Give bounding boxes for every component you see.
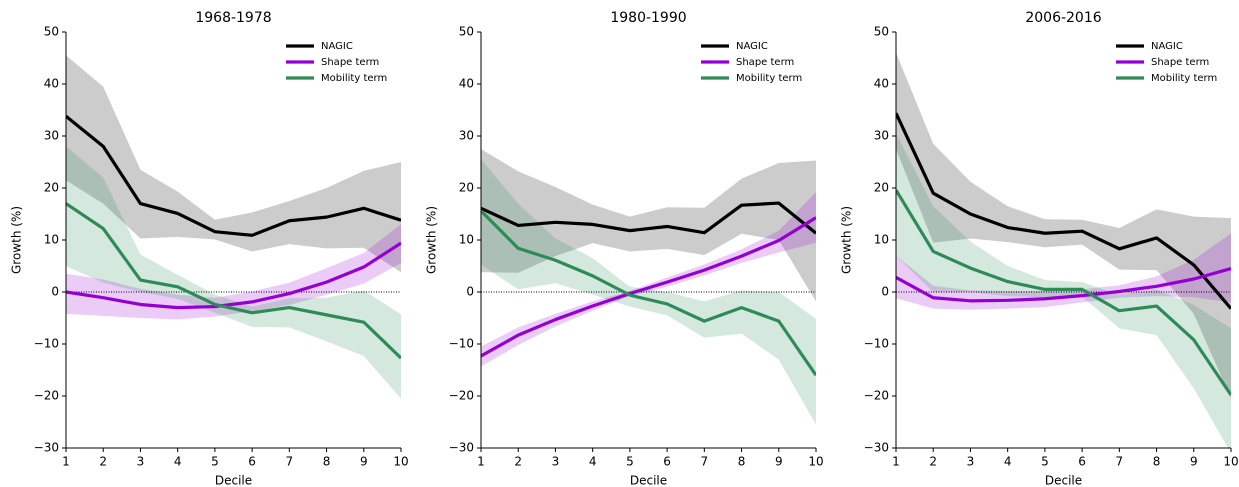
y-axis-label: Growth (%) <box>840 206 854 274</box>
x-tick-label: 6 <box>1078 455 1086 469</box>
x-tick-label: 2 <box>99 455 107 469</box>
confidence-band <box>66 224 401 320</box>
chart-title: 1980-1990 <box>610 10 686 26</box>
y-tick-label: 40 <box>874 77 889 91</box>
y-tick-label: −30 <box>34 441 59 455</box>
x-tick-label: 1 <box>892 455 900 469</box>
panel: 2006-2016 Decile Growth (%) −30 −20 −10 0 10 20 3… <box>840 10 1239 487</box>
panel: 1968-1978 Decile Growth (%) −30 −20 −10 0 10 20 3… <box>10 10 409 487</box>
y-tick-label: 30 <box>44 129 59 143</box>
x-axis-label: Decile <box>630 474 667 487</box>
y-tick-label: −20 <box>449 389 474 403</box>
y-tick-label: −10 <box>449 337 474 351</box>
x-tick-label: 10 <box>393 455 408 469</box>
x-tick-label: 4 <box>1004 455 1012 469</box>
x-tick-label: 6 <box>663 455 671 469</box>
x-tick-label: 8 <box>323 455 331 469</box>
confidence-band <box>896 233 1231 310</box>
legend-label: Mobility term <box>1151 73 1217 84</box>
x-tick-label: 10 <box>1223 455 1238 469</box>
chart-title: 2006-2016 <box>1025 10 1101 26</box>
y-tick-label: 0 <box>881 285 889 299</box>
line-series <box>66 114 401 237</box>
y-tick-label: 20 <box>459 181 474 195</box>
x-tick-label: 4 <box>174 455 182 469</box>
x-tick-label: 8 <box>1153 455 1161 469</box>
x-tick-label: 7 <box>286 455 294 469</box>
y-tick-label: 50 <box>459 25 474 39</box>
plot-area <box>66 55 401 399</box>
plot-area <box>481 149 816 425</box>
x-tick-label: 5 <box>626 455 634 469</box>
panel: 1980-1990 Decile Growth (%) −30 −20 −10 0 10 20 3… <box>425 10 824 487</box>
line-series <box>896 267 1231 303</box>
x-tick-label: 9 <box>775 455 783 469</box>
legend-label: NAGIC <box>1151 41 1183 52</box>
x-tick-label: 6 <box>248 455 256 469</box>
y-tick-label: −30 <box>449 441 474 455</box>
y-tick-label: 50 <box>44 25 59 39</box>
y-axis-label: Growth (%) <box>10 206 24 274</box>
y-tick-label: 0 <box>466 285 474 299</box>
line-series <box>481 201 816 235</box>
legend-label: NAGIC <box>321 41 353 52</box>
x-tick-label: 3 <box>552 455 560 469</box>
legend-label: Shape term <box>321 57 379 68</box>
y-tick-label: −20 <box>34 389 59 403</box>
legend-label: Mobility term <box>736 73 802 84</box>
y-tick-label: 0 <box>51 285 59 299</box>
legend-label: Mobility term <box>321 73 387 84</box>
x-tick-label: 5 <box>211 455 219 469</box>
legend-label: Shape term <box>1151 57 1209 68</box>
line-series <box>66 241 401 310</box>
y-tick-label: 20 <box>874 181 889 195</box>
x-tick-label: 2 <box>929 455 937 469</box>
y-tick-label: 10 <box>44 233 59 247</box>
x-tick-label: 7 <box>1116 455 1124 469</box>
legend-label: NAGIC <box>736 41 768 52</box>
x-tick-label: 2 <box>514 455 522 469</box>
y-tick-label: −10 <box>34 337 59 351</box>
x-tick-label: 3 <box>137 455 145 469</box>
x-tick-label: 4 <box>589 455 597 469</box>
x-tick-label: 3 <box>967 455 975 469</box>
y-tick-label: 30 <box>874 129 889 143</box>
x-tick-label: 9 <box>360 455 368 469</box>
y-tick-label: −10 <box>864 337 889 351</box>
x-axis-label: Decile <box>1045 474 1082 487</box>
line-series <box>481 209 816 377</box>
plot-area <box>896 52 1231 448</box>
x-tick-label: 1 <box>62 455 70 469</box>
y-tick-label: 30 <box>459 129 474 143</box>
x-tick-label: 10 <box>808 455 823 469</box>
y-tick-label: 50 <box>874 25 889 39</box>
y-tick-label: 10 <box>874 233 889 247</box>
confidence-band <box>896 52 1231 399</box>
x-tick-label: 8 <box>738 455 746 469</box>
y-tick-label: 40 <box>44 77 59 91</box>
y-tick-label: 10 <box>459 233 474 247</box>
line-series <box>481 216 816 358</box>
chart-title: 1968-1978 <box>195 10 271 26</box>
y-tick-label: −20 <box>864 389 889 403</box>
line-series <box>66 202 401 360</box>
y-axis-label: Growth (%) <box>425 206 439 274</box>
line-series <box>896 112 1231 310</box>
legend-label: Shape term <box>736 57 794 68</box>
x-axis-label: Decile <box>215 474 252 487</box>
x-tick-label: 7 <box>701 455 709 469</box>
x-tick-label: 5 <box>1041 455 1049 469</box>
y-tick-label: 40 <box>459 77 474 91</box>
y-tick-label: 20 <box>44 181 59 195</box>
x-tick-label: 9 <box>1190 455 1198 469</box>
line-series <box>896 189 1231 396</box>
confidence-band <box>481 149 816 302</box>
confidence-band <box>66 146 401 399</box>
x-tick-label: 1 <box>477 455 485 469</box>
y-tick-label: −30 <box>864 441 889 455</box>
